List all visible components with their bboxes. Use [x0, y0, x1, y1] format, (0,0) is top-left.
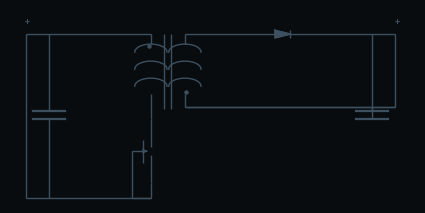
Text: +: +: [395, 17, 400, 26]
Text: +: +: [25, 17, 30, 26]
Polygon shape: [275, 30, 290, 38]
